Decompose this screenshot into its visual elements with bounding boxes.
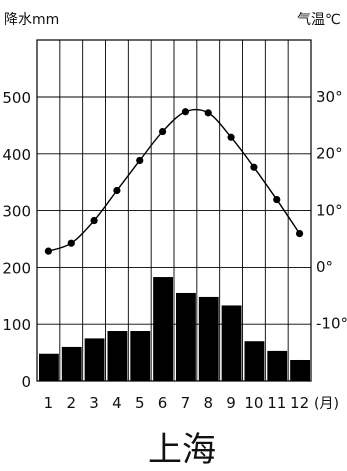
month-tick-label: 12 (290, 394, 309, 412)
precipitation-bar (84, 338, 105, 381)
precipitation-bar (198, 296, 219, 381)
month-tick-label: 7 (181, 394, 191, 412)
chart-grid (36, 39, 312, 382)
precipitation-bar (176, 292, 196, 381)
month-tick-label: 1 (44, 394, 54, 412)
precipitation-bar (153, 277, 173, 381)
precip-tick-label: 200 (2, 259, 31, 277)
temperature-point (44, 247, 53, 255)
month-tick-label: 5 (135, 394, 145, 412)
temperature-point (295, 229, 304, 238)
precip-tick-label: 400 (2, 146, 31, 164)
precipitation-bar (244, 341, 265, 381)
temperature-point (67, 239, 75, 247)
temp-tick-label: 0° (316, 258, 333, 276)
temperature-line (44, 108, 304, 255)
chart-title: 上海 (148, 430, 216, 470)
month-unit-label: (月) (314, 396, 339, 412)
month-tick-label: 3 (89, 394, 99, 412)
precipitation-axis-label: 降水mm (4, 12, 59, 28)
month-tick-label: 6 (158, 394, 168, 412)
precipitation-bar (267, 350, 288, 381)
precip-tick-label: 0 (21, 373, 31, 391)
month-tick-label: 10 (244, 394, 263, 412)
precipitation-bar (61, 346, 82, 381)
temp-tick-label: 20° (316, 145, 343, 163)
precipitation-bar (39, 353, 59, 381)
temperature-point (113, 186, 121, 195)
month-axis: 1 2 3 4 5 6 7 8 9 10 11 12 (44, 394, 309, 412)
temperature-point (181, 108, 190, 116)
precipitation-axis: 0 100 200 300 400 500 (2, 89, 31, 391)
month-tick-label: 8 (203, 394, 213, 412)
temp-tick-label: 30° (316, 88, 343, 106)
precipitation-bar (290, 359, 310, 381)
precipitation-bar (107, 331, 128, 381)
temperature-point (90, 216, 98, 225)
month-tick-label: 9 (226, 394, 236, 412)
precipitation-bar (221, 305, 242, 381)
month-tick-label: 4 (112, 394, 122, 412)
temperature-point (273, 195, 281, 204)
temperature-axis-label: 气温℃ (297, 12, 341, 28)
temperature-point (136, 156, 144, 165)
precipitation-bars (39, 277, 310, 381)
temperature-axis: 30° 20° 10° 0° -10° (316, 88, 347, 333)
month-tick-label: 11 (267, 394, 286, 412)
precip-tick-label: 500 (2, 89, 31, 107)
temp-tick-label: -10° (316, 315, 347, 333)
precipitation-bar (130, 331, 151, 381)
temperature-point (204, 109, 212, 117)
temperature-point (158, 127, 167, 136)
temp-tick-label: 10° (316, 201, 343, 219)
temperature-point (250, 163, 258, 171)
precip-tick-label: 100 (2, 316, 31, 334)
precip-tick-label: 300 (2, 203, 31, 221)
temperature-point (227, 133, 235, 141)
month-tick-label: 2 (66, 394, 76, 412)
